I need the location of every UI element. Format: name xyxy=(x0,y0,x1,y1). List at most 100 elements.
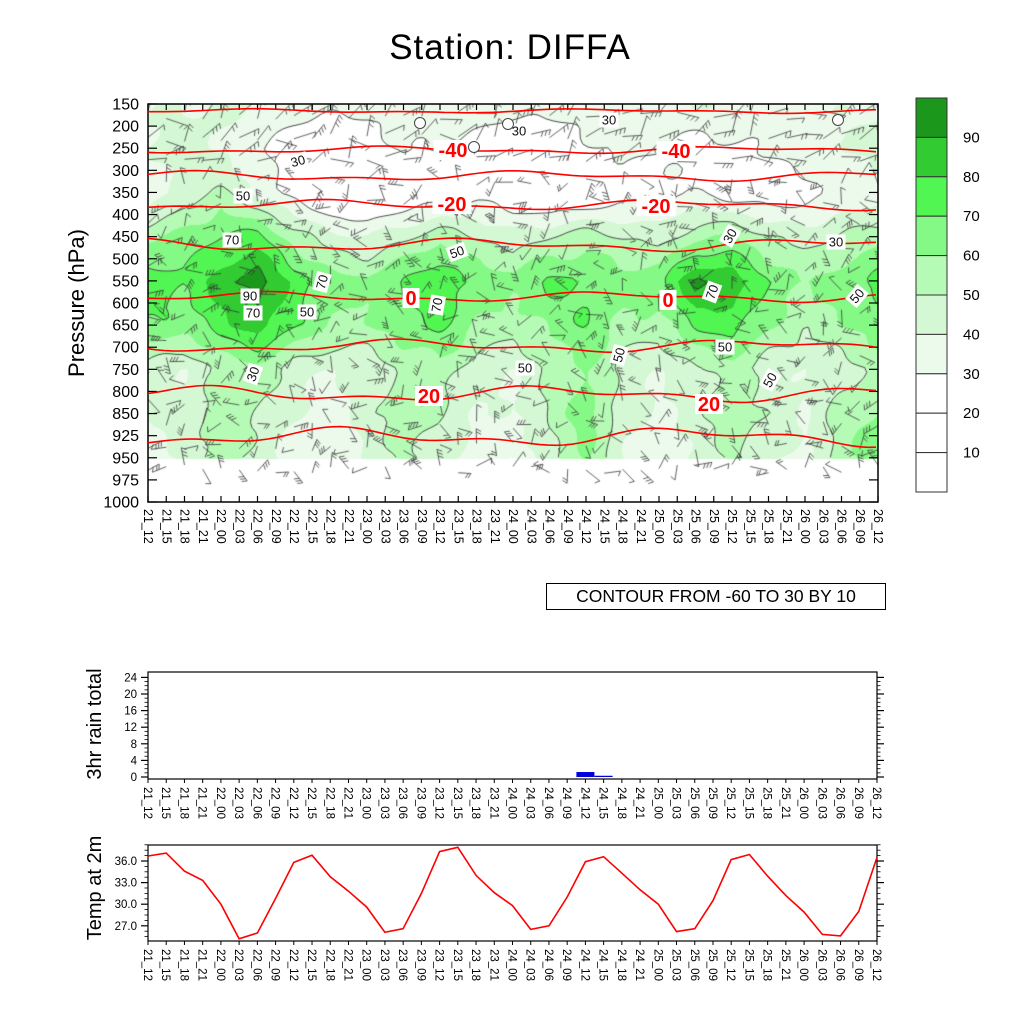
svg-text:70: 70 xyxy=(313,273,331,291)
svg-text:22_06: 22_06 xyxy=(250,949,262,981)
svg-text:24_00: 24_00 xyxy=(506,509,520,544)
svg-text:22_00: 22_00 xyxy=(214,787,226,819)
svg-text:50: 50 xyxy=(300,305,314,320)
svg-text:21_12: 21_12 xyxy=(141,787,153,819)
page-title: Station: DIFFA xyxy=(389,28,631,67)
svg-text:50: 50 xyxy=(610,346,628,364)
svg-text:16: 16 xyxy=(124,706,137,718)
svg-text:23_00: 23_00 xyxy=(360,787,372,819)
svg-text:21_21: 21_21 xyxy=(196,787,208,819)
svg-text:24_03: 24_03 xyxy=(524,787,536,819)
svg-text:22_06: 22_06 xyxy=(250,787,262,819)
svg-text:26_03: 26_03 xyxy=(815,787,827,819)
svg-text:90: 90 xyxy=(243,289,257,304)
svg-text:23_06: 23_06 xyxy=(397,509,411,544)
svg-text:850: 850 xyxy=(112,406,139,423)
svg-text:21_15: 21_15 xyxy=(159,787,171,819)
svg-text:80: 80 xyxy=(963,169,980,186)
svg-text:23_21: 23_21 xyxy=(488,509,502,544)
svg-text:950: 950 xyxy=(112,450,139,467)
svg-text:10: 10 xyxy=(963,445,980,462)
svg-text:550: 550 xyxy=(112,273,139,290)
svg-text:24_03: 24_03 xyxy=(524,509,538,544)
svg-text:22_09: 22_09 xyxy=(269,509,283,544)
svg-text:24_03: 24_03 xyxy=(524,949,536,981)
black-contour-labels: 30 30 30 30 30 30 50 50 50 50 50 50 50 50 70 70 70 70 70 90 xyxy=(222,112,869,392)
svg-text:600: 600 xyxy=(112,296,139,313)
svg-text:50: 50 xyxy=(448,242,467,261)
svg-text:0: 0 xyxy=(405,288,416,310)
svg-text:22_21: 22_21 xyxy=(341,787,353,819)
svg-text:24_21: 24_21 xyxy=(633,949,645,981)
svg-text:23_18: 23_18 xyxy=(469,787,481,819)
svg-text:24_06: 24_06 xyxy=(542,949,554,981)
svg-text:70: 70 xyxy=(428,297,445,314)
svg-text:22_18: 22_18 xyxy=(323,949,335,981)
svg-text:23_15: 23_15 xyxy=(451,949,463,981)
calm-wind-circles xyxy=(414,114,844,153)
svg-text:20: 20 xyxy=(124,689,137,701)
svg-text:36.0: 36.0 xyxy=(115,856,137,868)
svg-text:22_15: 22_15 xyxy=(305,949,317,981)
svg-text:300: 300 xyxy=(112,163,139,180)
svg-text:22_15: 22_15 xyxy=(305,509,319,544)
svg-text:24_18: 24_18 xyxy=(616,509,630,544)
svg-text:23_09: 23_09 xyxy=(414,949,426,981)
svg-text:24_21: 24_21 xyxy=(634,509,648,544)
contour-note-box: CONTOUR FROM -60 TO 30 BY 10 xyxy=(546,583,886,610)
colorbar: 90 80 70 60 50 40 30 20 10 xyxy=(915,97,980,493)
svg-text:30.0: 30.0 xyxy=(115,899,137,911)
svg-text:25_12: 25_12 xyxy=(724,949,736,981)
svg-text:25_00: 25_00 xyxy=(651,787,663,819)
svg-text:70: 70 xyxy=(225,233,239,248)
svg-text:450: 450 xyxy=(112,229,139,246)
svg-text:22_03: 22_03 xyxy=(232,509,246,544)
svg-text:30: 30 xyxy=(512,124,526,139)
svg-text:26_00: 26_00 xyxy=(798,509,812,544)
svg-text:25_12: 25_12 xyxy=(725,509,739,544)
svg-text:25_12: 25_12 xyxy=(724,787,736,819)
svg-text:24_09: 24_09 xyxy=(560,787,572,819)
svg-text:23_06: 23_06 xyxy=(396,949,408,981)
svg-text:70: 70 xyxy=(963,208,980,225)
svg-text:23_12: 23_12 xyxy=(433,509,447,544)
svg-text:26_09: 26_09 xyxy=(852,949,864,981)
svg-text:22_09: 22_09 xyxy=(269,949,281,981)
svg-text:26_00: 26_00 xyxy=(797,787,809,819)
svg-text:23_09: 23_09 xyxy=(415,509,429,544)
svg-text:4: 4 xyxy=(131,755,138,767)
red-temp-contours: -40 -40 -20 -20 0 0 20 20 xyxy=(147,107,877,449)
svg-text:21_21: 21_21 xyxy=(196,949,208,981)
temp-line-group xyxy=(147,846,878,940)
svg-text:23_00: 23_00 xyxy=(360,949,372,981)
svg-text:25_03: 25_03 xyxy=(670,509,684,544)
svg-text:21_18: 21_18 xyxy=(177,949,189,981)
svg-text:25_15: 25_15 xyxy=(742,787,754,819)
svg-text:24_15: 24_15 xyxy=(597,509,611,544)
svg-text:25_03: 25_03 xyxy=(670,787,682,819)
svg-text:26_09: 26_09 xyxy=(852,787,864,819)
svg-text:20: 20 xyxy=(963,405,980,422)
svg-text:150: 150 xyxy=(112,97,139,114)
svg-text:24_12: 24_12 xyxy=(579,509,593,544)
svg-text:24_12: 24_12 xyxy=(578,787,590,819)
svg-text:22_12: 22_12 xyxy=(287,509,301,544)
rain-bars xyxy=(576,772,613,777)
svg-text:975: 975 xyxy=(112,472,139,489)
svg-text:-20: -20 xyxy=(438,194,467,216)
svg-text:8: 8 xyxy=(131,739,137,751)
svg-text:-20: -20 xyxy=(642,196,671,218)
svg-text:22_09: 22_09 xyxy=(269,787,281,819)
svg-text:25_18: 25_18 xyxy=(761,787,773,819)
svg-text:26_00: 26_00 xyxy=(797,949,809,981)
svg-text:70: 70 xyxy=(702,283,721,302)
pressure-tick-labels: 150 200 250 300 350 400 450 500 550 600 650 700 750 8… xyxy=(103,97,139,512)
svg-text:23_09: 23_09 xyxy=(414,787,426,819)
svg-text:24_06: 24_06 xyxy=(542,787,554,819)
svg-text:25_06: 25_06 xyxy=(689,509,703,544)
svg-text:24_12: 24_12 xyxy=(578,949,590,981)
svg-text:24_09: 24_09 xyxy=(561,509,575,544)
svg-text:800: 800 xyxy=(112,384,139,401)
svg-text:22_21: 22_21 xyxy=(342,509,356,544)
